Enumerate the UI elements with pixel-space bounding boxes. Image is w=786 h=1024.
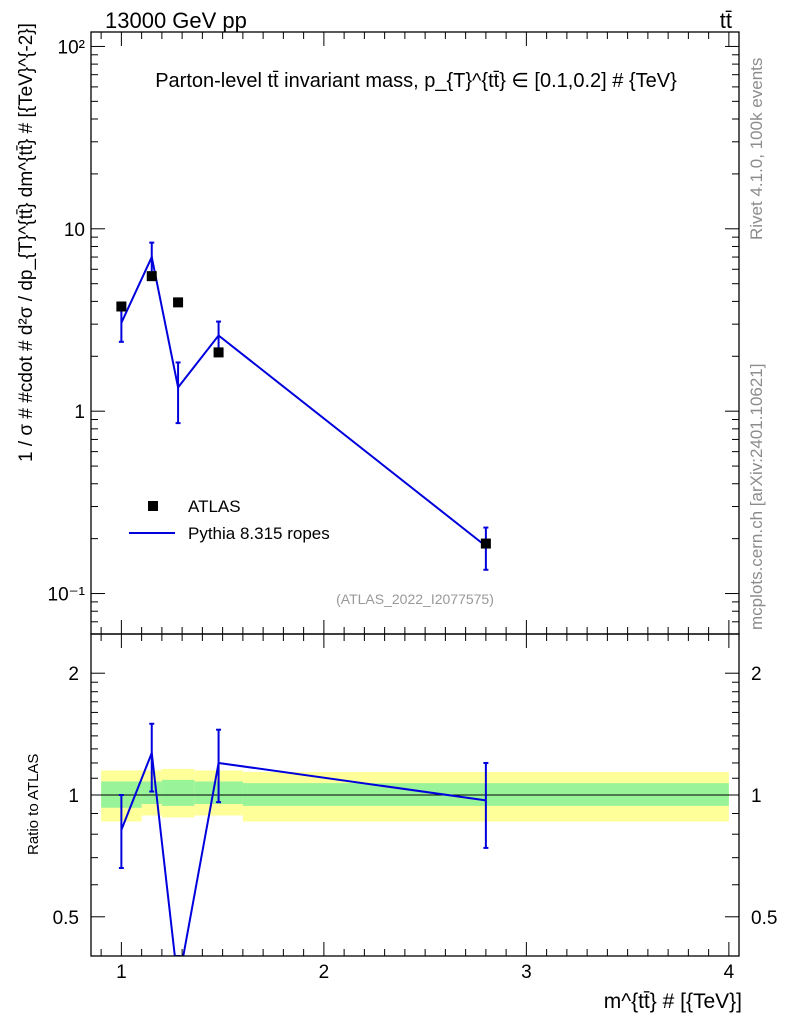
x-tick-label: 1 (116, 962, 127, 983)
ratio-panel: 0.5 0.5 1 1 2 2 1 2 3 4 Ratio to ATLAS m^{tt̄} # … (25, 633, 777, 1013)
ratio-y-tick-label: 2 (68, 664, 79, 685)
x-tick-label: 2 (319, 962, 330, 983)
main-y-tick-label: 10⁻¹ (48, 585, 86, 606)
main-panel: 10⁻¹ 1 10 10² Parton-level tt̄ invariant ma… (16, 23, 740, 635)
main-y-tick-label: 1 (74, 402, 85, 423)
x-tick-label: 4 (724, 962, 735, 983)
ratio-ylabel: Ratio to ATLAS (25, 754, 42, 855)
mc-series-line (120, 253, 487, 547)
x-tick-label: 3 (521, 962, 532, 983)
ratio-frame (90, 633, 740, 957)
main-axis-ticks: 10⁻¹ 1 10 10² (48, 32, 739, 635)
atlas-data-point (116, 301, 127, 312)
ratio-y-tick-label-right: 0.5 (751, 908, 777, 929)
header-left-label: 13000 GeV pp (105, 8, 247, 33)
main-frame (90, 31, 740, 635)
legend-label-atlas: ATLAS (188, 497, 241, 516)
side-label-bottom: mcplots.cern.ch [arXiv:2401.10621] (747, 364, 766, 630)
atlas-data-point (146, 271, 157, 282)
ratio-y-tick-label: 1 (68, 786, 79, 807)
main-legend: ATLAS Pythia 8.315 ropes (129, 497, 330, 543)
x-axis-label: m^{tt̄} # [{TeV}] (604, 990, 742, 1013)
ratio-inner-band (161, 779, 195, 806)
header-right-label: tt̄ (720, 8, 732, 33)
legend-label-pythia: Pythia 8.315 ropes (188, 524, 330, 543)
atlas-data-point (213, 347, 224, 358)
main-y-tick-label: 10 (64, 220, 85, 241)
legend-marker-atlas (148, 501, 158, 511)
ratio-series-group (118, 722, 489, 956)
ratio-axis-ticks: 0.5 0.5 1 1 2 2 1 2 3 4 (53, 634, 777, 983)
main-watermark: (ATLAS_2022_I2077575) (336, 591, 494, 607)
main-y-tick-label: 10² (58, 37, 85, 58)
ratio-series-line (120, 752, 487, 956)
main-ylabel: 1 / σ # #cdot # d²σ / dp_{T}^{tt̄} dm^{t… (16, 23, 37, 462)
atlas-data-point (173, 297, 184, 308)
main-title: Parton-level tt̄ invariant mass, p_{T}^{… (155, 70, 677, 92)
main-data-marks (116, 241, 491, 571)
ratio-data-marks (118, 722, 489, 956)
side-label-top: Rivet 4.1.0, 100k events (747, 58, 766, 240)
ratio-y-tick-label-right: 2 (751, 664, 762, 685)
atlas-data-point (480, 538, 491, 549)
ratio-y-tick-label-right: 1 (751, 786, 762, 807)
ratio-uncertainty-bands (91, 768, 739, 822)
ratio-y-tick-label: 0.5 (53, 908, 79, 929)
